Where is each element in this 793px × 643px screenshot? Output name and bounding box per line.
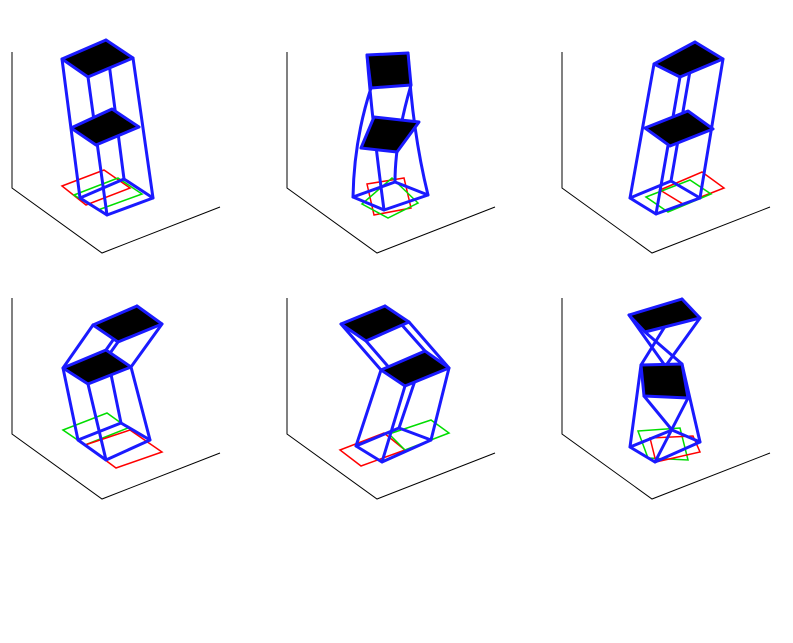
base [76,421,152,462]
axes [286,52,496,254]
edges [339,304,451,464]
footprint [644,179,713,213]
axes [561,298,771,500]
footprint [649,435,702,463]
panel [561,297,771,500]
panel [286,298,496,500]
axes [286,298,496,500]
plate [652,40,725,79]
footprint [636,427,689,461]
axes [11,298,221,500]
footprint [83,429,164,469]
panel [11,298,221,500]
plate [639,362,690,400]
plate [91,304,164,344]
plate [339,304,411,343]
plate [61,348,133,386]
plate [365,51,413,90]
base [628,428,702,464]
panel [286,51,496,254]
footprint [60,169,132,206]
plate [627,297,702,334]
edges [627,297,702,464]
panel [11,38,221,254]
footprint [387,419,451,451]
plate [60,38,135,79]
footprint [658,171,726,205]
plate [69,107,141,147]
plate [359,115,421,154]
plate [379,349,451,388]
plate [643,109,715,148]
axes [561,52,771,254]
axes [11,52,221,254]
panel [561,40,771,254]
base [78,177,155,217]
